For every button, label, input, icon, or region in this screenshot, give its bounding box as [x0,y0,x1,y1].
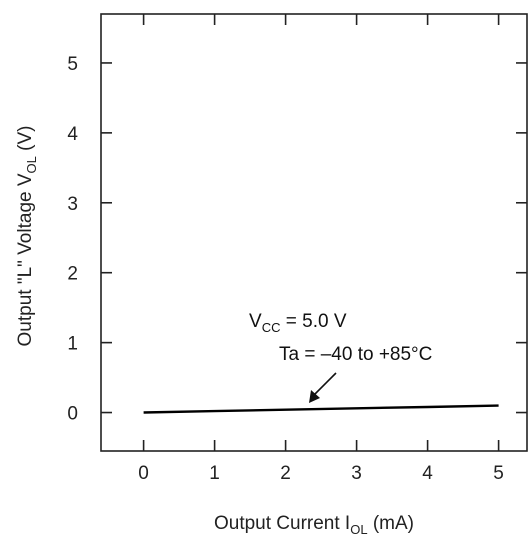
x-tick-label: 1 [209,463,220,484]
series-group [143,404,499,414]
x-axis-label-main: Output Current I [214,513,350,534]
y-tick-label: 1 [67,334,78,355]
annotation-vcc-sub: CC [262,320,281,335]
y-tick-label: 4 [67,124,78,145]
x-tick-label: 3 [351,463,362,484]
series-line [143,404,499,414]
x-tick-label: 0 [138,463,149,484]
y-tick-label: 0 [67,404,78,425]
y-axis-label-sub: OL [24,156,39,173]
y-axis-label-unit: (V) [15,126,36,157]
annotation-vcc-rest: = 5.0 V [280,311,346,332]
annotation-ta: Ta = –40 to +85°C [279,344,432,365]
y-ticks: 0 1 2 3 4 5 [67,54,527,425]
x-axis-label: Output Current IOL (mA) [214,513,414,537]
y-tick-label: 5 [67,54,78,75]
x-axis-label-unit: (mA) [368,513,414,534]
annotation-arrowhead [309,390,320,403]
x-ticks: 0 1 2 3 4 5 [138,14,504,484]
plot-frame [100,13,528,452]
y-tick-label: 3 [67,194,78,215]
y-axis-label: Output "L" Voltage VOL (V) [15,126,39,347]
x-tick-label: 4 [422,463,433,484]
x-axis-label-sub: OL [350,522,367,537]
annotation-arrow-shaft [312,372,337,397]
annotation-vcc-main: V [249,311,262,332]
y-axis-label-main: Output "L" Voltage V [15,173,36,346]
x-tick-label: 2 [280,463,291,484]
annotation-vcc: VCC = 5.0 V [249,311,347,335]
x-tick-label: 5 [493,463,504,484]
y-tick-label: 2 [67,264,78,285]
